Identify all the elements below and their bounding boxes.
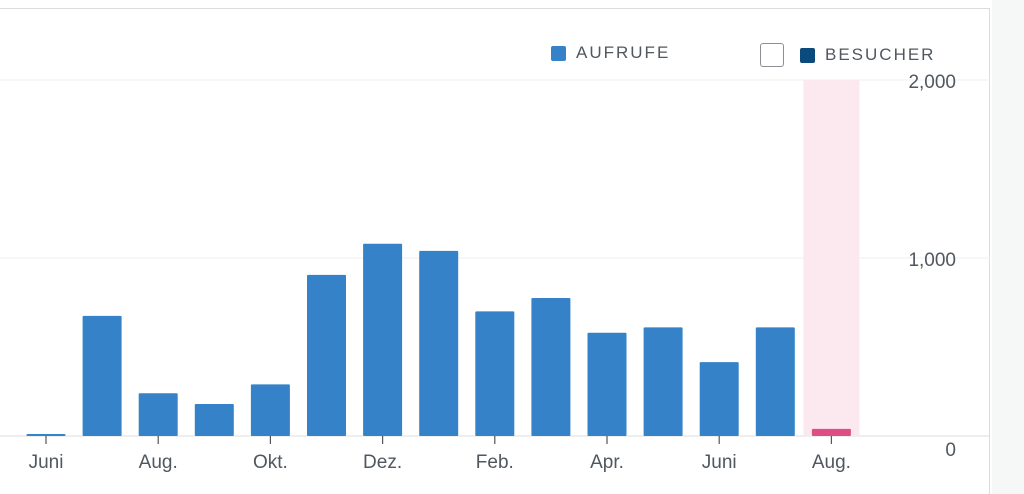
x-tick-label: Juni xyxy=(29,452,64,473)
legend-label-visitors: BESUCHER xyxy=(825,45,936,64)
bar-mrz-9 xyxy=(531,298,571,436)
bar-juli-13 xyxy=(755,327,795,436)
legend-item-visitors[interactable]: BESUCHER xyxy=(760,43,935,67)
x-tick-label: Aug. xyxy=(139,452,178,473)
bar-aug-14 xyxy=(811,428,851,436)
bar-juni-0 xyxy=(26,434,66,436)
bar-mai-11 xyxy=(643,327,683,436)
bar-dez-6 xyxy=(363,243,403,436)
chart-legend: AUFRUFE BESUCHER xyxy=(0,43,990,67)
highlight-band-layer xyxy=(803,80,860,436)
x-tick-label: Okt. xyxy=(253,452,288,473)
bar-juni-12 xyxy=(699,362,739,436)
x-tick-label: Juni xyxy=(702,452,737,473)
bar-sept-3 xyxy=(194,403,234,436)
x-tick-label: Aug. xyxy=(812,452,851,473)
current-period-highlight xyxy=(803,80,860,436)
views-swatch xyxy=(551,45,566,61)
page-background-strip xyxy=(992,0,1024,494)
y-tick-label: 1,000 xyxy=(908,250,956,271)
x-tick-label: Feb. xyxy=(476,452,514,473)
x-tick-label: Apr. xyxy=(590,452,624,473)
y-tick-label: 2,000 xyxy=(908,72,956,93)
bar-feb-8 xyxy=(475,311,515,436)
visitors-toggle-checkbox[interactable] xyxy=(760,43,784,67)
bar-apr-10 xyxy=(587,332,627,436)
axes: 0 1,000 2,000 Juni Aug. Okt. Dez. Feb. Apr. Juni A… xyxy=(29,72,956,473)
y-tick-label: 0 xyxy=(945,440,956,461)
legend-item-views[interactable]: AUFRUFE xyxy=(551,43,670,63)
bar-aug-2 xyxy=(138,393,178,436)
visitors-swatch xyxy=(800,47,815,63)
bar-juli-1 xyxy=(82,315,122,436)
x-tick-label: Dez. xyxy=(363,452,402,473)
legend-label-views: AUFRUFE xyxy=(576,43,671,62)
bars xyxy=(26,243,851,436)
bar-nov-5 xyxy=(307,274,346,436)
bar-jan-7 xyxy=(419,250,459,436)
bar-okt-4 xyxy=(250,384,290,436)
